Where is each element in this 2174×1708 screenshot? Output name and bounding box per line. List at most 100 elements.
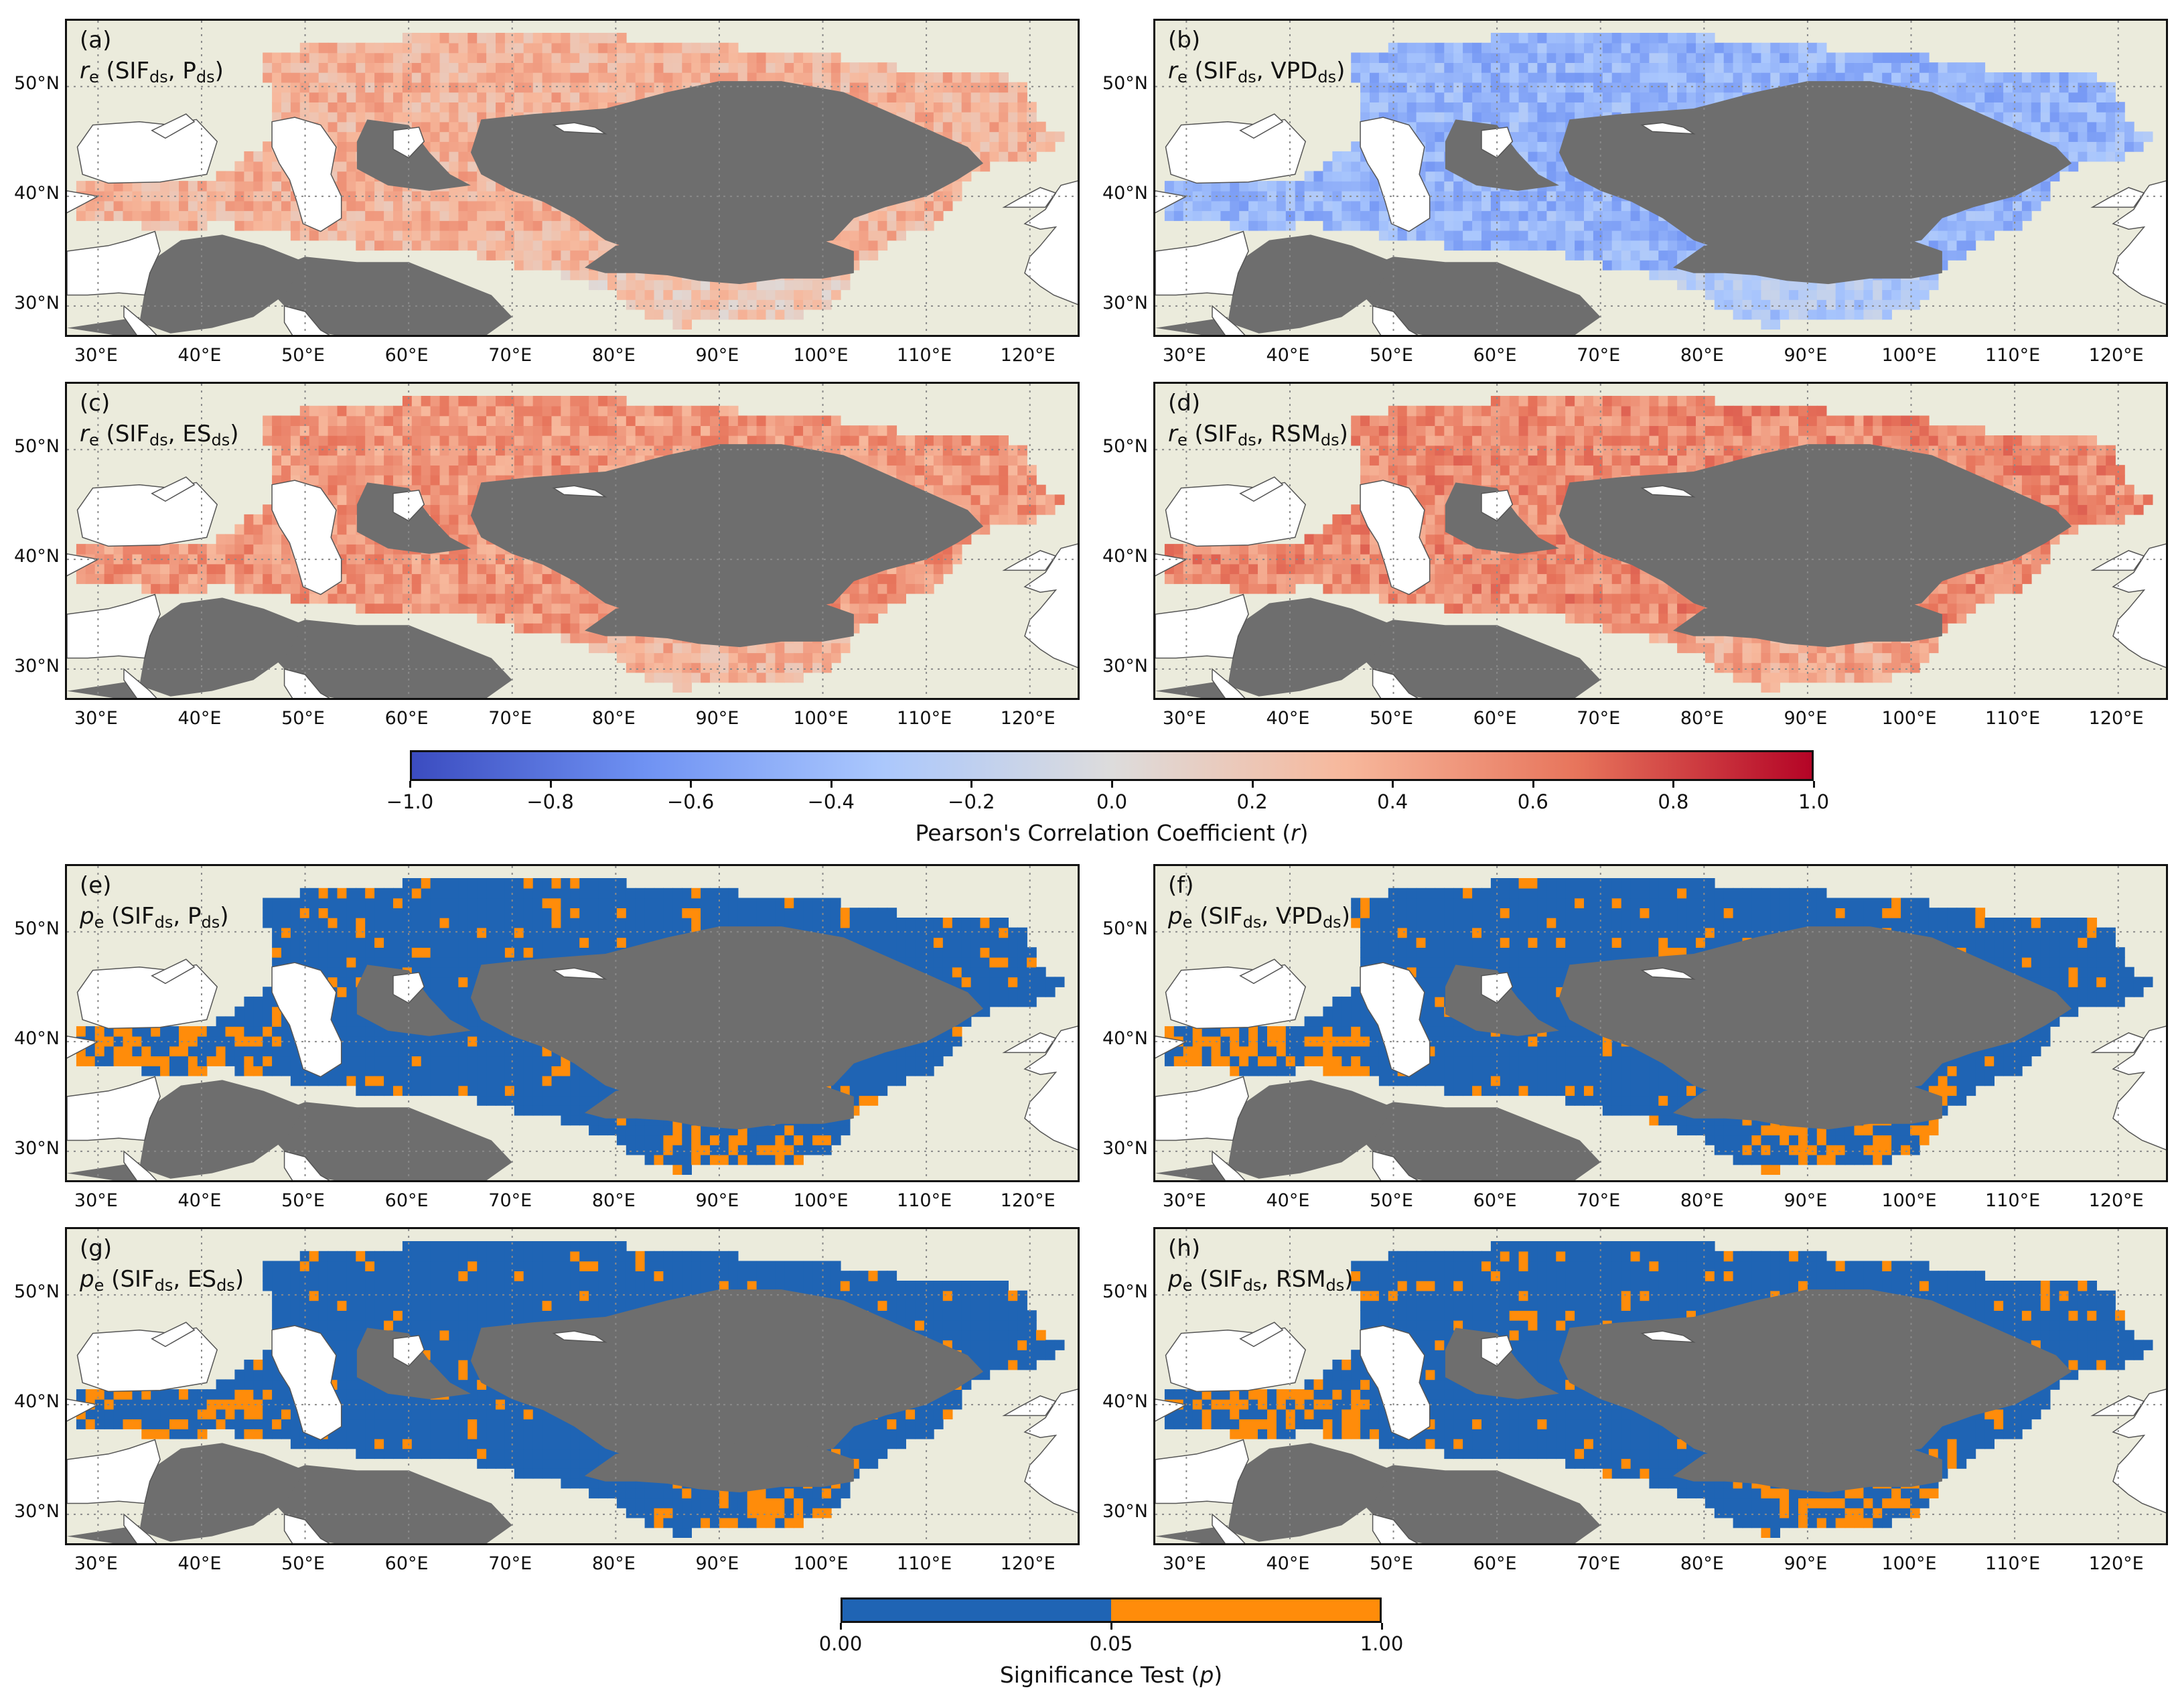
- water-body: [283, 668, 330, 698]
- water-body: [1239, 113, 1284, 139]
- masked-region: [1559, 926, 2072, 1099]
- masked-region: [263, 620, 512, 698]
- panel-label: (b): [1168, 27, 1201, 54]
- water-body: [67, 230, 161, 296]
- lon-tick-label: 60°E: [1473, 1190, 1517, 1211]
- lon-tick-label: 60°E: [384, 345, 429, 366]
- lon-tick-label: 120°E: [2088, 345, 2144, 366]
- water-body: [1155, 1076, 1249, 1141]
- correlation-colorbar: [410, 750, 1814, 781]
- water-body: [1239, 958, 1284, 985]
- lon-tick-label: 120°E: [1000, 345, 1056, 366]
- colorbar-tick: [970, 781, 973, 788]
- water-body: [1165, 964, 1307, 1029]
- colorbar-tick: [840, 1623, 842, 1630]
- lon-tick-label: 120°E: [2088, 1190, 2144, 1211]
- lon-tick-label: 100°E: [1881, 1553, 1937, 1574]
- lat-tick-label: 50°N: [13, 1281, 60, 1303]
- colorbar-tick-label: 0.4: [1377, 790, 1408, 813]
- masked-region: [1673, 1443, 1942, 1493]
- masked-region: [356, 482, 471, 554]
- water-body: [1155, 230, 1249, 296]
- masked-region: [1352, 1102, 1601, 1180]
- lon-tick-label: 40°E: [177, 708, 222, 729]
- lon-tick-label: 40°E: [177, 1190, 222, 1211]
- lon-tick-label: 50°E: [281, 1553, 325, 1574]
- lon-tick-label: 110°E: [897, 345, 952, 366]
- water-body: [283, 305, 330, 335]
- lat-tick-label: 40°N: [13, 1028, 60, 1050]
- lat-tick-label: 40°N: [1102, 546, 1148, 567]
- colorbar-tick: [1813, 781, 1815, 788]
- masked-region: [1352, 620, 1601, 698]
- lon-tick-label: 30°E: [1162, 1553, 1206, 1574]
- water-body: [151, 1322, 196, 1348]
- water-body: [552, 967, 607, 980]
- lon-tick-label: 70°E: [488, 708, 532, 729]
- water-body: [123, 1513, 157, 1543]
- water-body: [1372, 1513, 1419, 1543]
- lon-tick-label: 40°E: [177, 1553, 222, 1574]
- map-canvas: [67, 866, 1078, 1180]
- masked-region: [1228, 234, 1394, 334]
- lon-tick-label: 30°E: [1162, 1190, 1206, 1211]
- masked-region: [1155, 317, 1228, 335]
- water-body: [1002, 1389, 1078, 1514]
- lon-tick-label: 90°E: [1784, 1553, 1828, 1574]
- water-body: [1165, 1327, 1307, 1393]
- masked-region: [585, 1443, 854, 1493]
- lon-tick-label: 30°E: [74, 1553, 118, 1574]
- water-body: [552, 485, 607, 498]
- lon-tick-label: 100°E: [793, 1190, 849, 1211]
- water-body: [76, 482, 218, 547]
- masked-region: [356, 965, 471, 1036]
- masked-region: [585, 597, 854, 648]
- map-frame: [1153, 864, 2168, 1182]
- water-body: [283, 1513, 330, 1543]
- lat-tick-label: 30°N: [1102, 1500, 1148, 1522]
- colorbar-tick-label: −0.4: [807, 790, 855, 813]
- lon-tick-label: 70°E: [488, 1553, 532, 1574]
- masked-region: [585, 234, 854, 285]
- water-body: [1239, 476, 1284, 502]
- water-body: [271, 117, 342, 232]
- water-body: [76, 964, 218, 1029]
- data-field: [1164, 33, 2153, 330]
- lon-tick-label: 90°E: [1784, 1190, 1828, 1211]
- lat-tick-label: 30°N: [13, 1137, 60, 1159]
- water-body: [123, 305, 157, 335]
- map-frame: [65, 864, 1080, 1182]
- map-frame: [1153, 19, 2168, 337]
- lon-tick-label: 100°E: [1881, 708, 1937, 729]
- lon-tick-label: 90°E: [1784, 708, 1828, 729]
- colorbar-tick: [549, 781, 552, 788]
- lon-tick-label: 80°E: [591, 708, 636, 729]
- masked-region: [1228, 1080, 1394, 1179]
- panel-label: (d): [1168, 390, 1201, 417]
- water-body: [271, 962, 342, 1078]
- lon-tick-label: 30°E: [74, 1190, 118, 1211]
- water-body: [123, 668, 157, 698]
- map-frame: [65, 1227, 1080, 1545]
- water-body: [552, 122, 607, 135]
- colorbar-tick: [1532, 781, 1534, 788]
- lon-tick-label: 50°E: [1370, 1190, 1413, 1211]
- colorbar-tick-label: 0.8: [1658, 790, 1689, 813]
- lat-tick-label: 50°N: [1102, 1281, 1148, 1303]
- masked-region: [1155, 680, 1228, 698]
- water-body: [1360, 117, 1431, 232]
- lon-tick-label: 80°E: [1680, 345, 1724, 366]
- lat-tick-label: 30°N: [1102, 655, 1148, 677]
- lon-tick-label: 70°E: [1577, 345, 1621, 366]
- masked-region: [356, 119, 471, 191]
- water-body: [1212, 1513, 1246, 1543]
- masked-region: [356, 1328, 471, 1399]
- lon-tick-label: 50°E: [281, 1190, 325, 1211]
- colorbar-tick: [1111, 781, 1113, 788]
- masked-region: [1155, 1525, 1228, 1543]
- colorbar-tick-label: 0.6: [1517, 790, 1548, 813]
- lon-tick-label: 100°E: [1881, 1190, 1937, 1211]
- colorbar-tick: [1392, 781, 1394, 788]
- lon-tick-label: 50°E: [1370, 708, 1413, 729]
- water-body: [1165, 482, 1307, 547]
